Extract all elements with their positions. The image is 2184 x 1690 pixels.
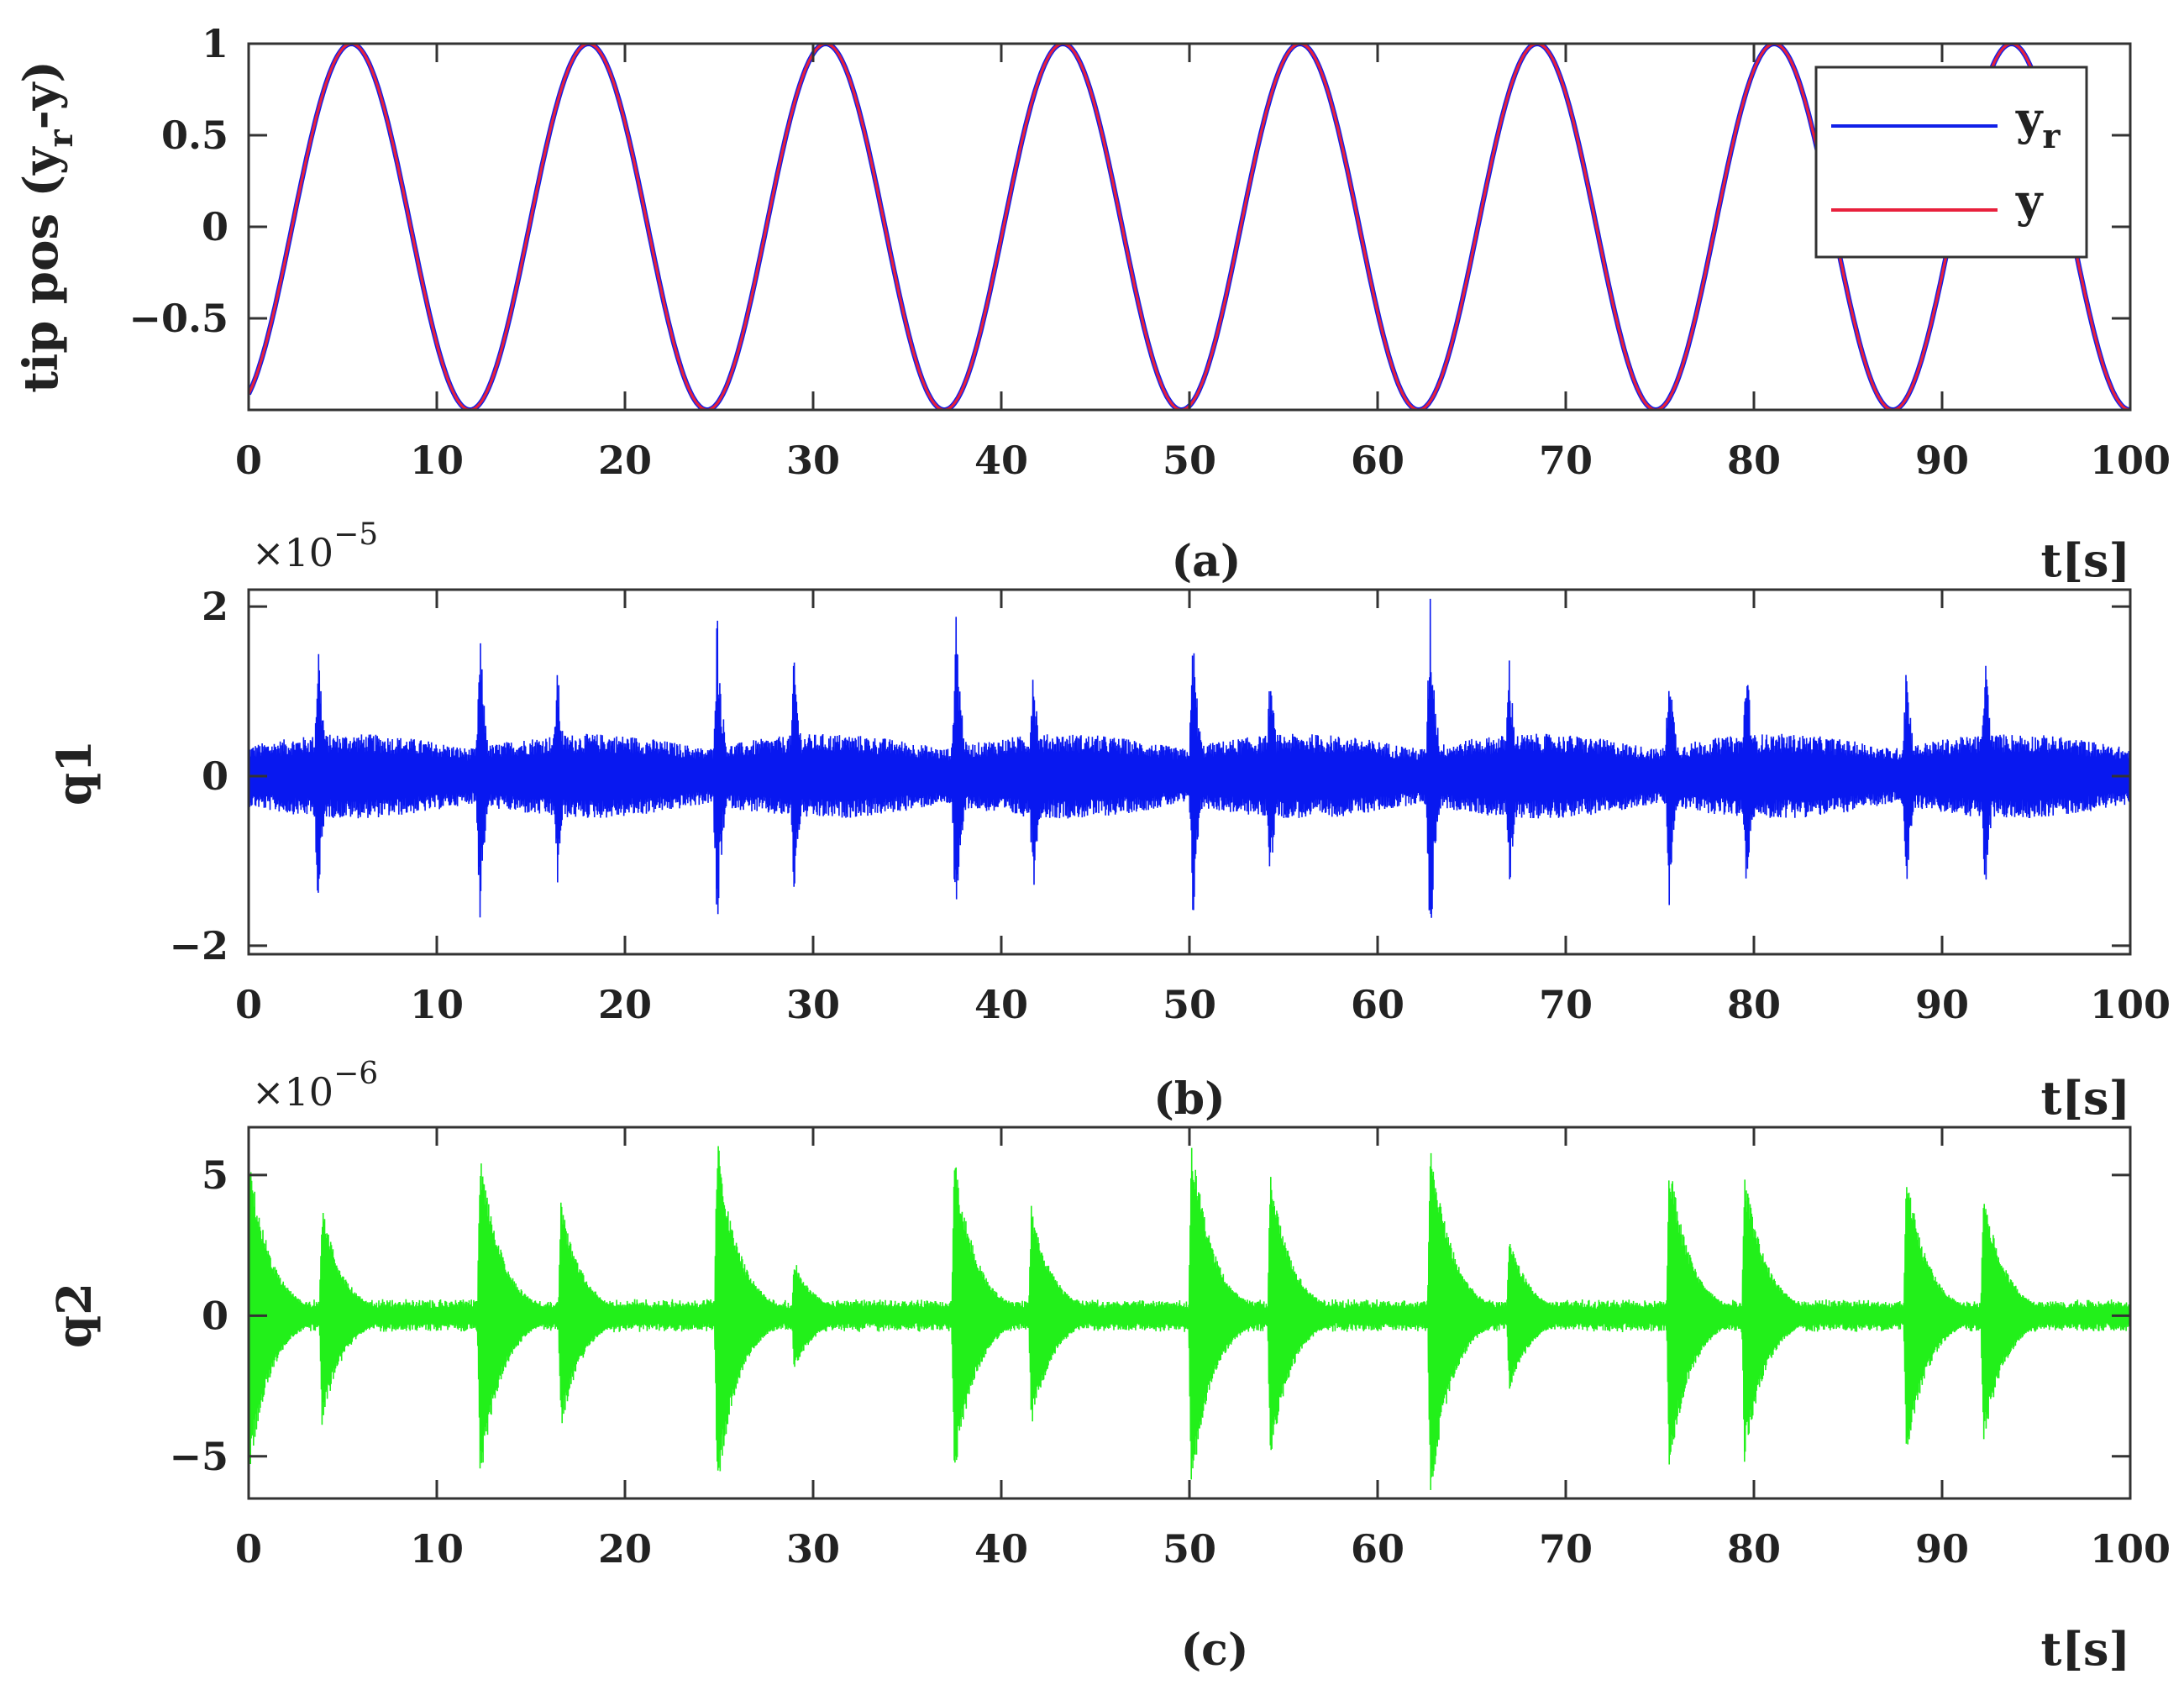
y-tick-label: 0.5 (161, 113, 228, 158)
x-tick-label: 60 (1351, 1526, 1404, 1572)
panel-a-ylabel-main: tip pos (y (13, 146, 69, 393)
panel-a-ylabel-tail: -y) (13, 60, 69, 129)
x-tick-label: 20 (598, 982, 652, 1027)
panel-b-plot-marks (249, 598, 2130, 918)
x-tick-label: 40 (974, 1526, 1028, 1572)
x-tick-label: 0 (235, 438, 262, 483)
x-tick-label: 90 (1915, 1526, 1969, 1572)
x-tick-label: 100 (2090, 982, 2171, 1027)
x-tick-label: 40 (974, 982, 1028, 1027)
panel-b-multiplier-exp: −5 (333, 517, 378, 552)
x-tick-label: 20 (598, 1526, 652, 1572)
panel-a-ticks: 0 10 20 30 40 50 60 70 80 90 100 1 0.5 0 −0.5 (129, 21, 2171, 483)
x-tick-label: 50 (1163, 438, 1216, 483)
y-tick-label: −2 (169, 923, 228, 968)
x-tick-label: 50 (1163, 982, 1216, 1027)
y-tick-label: −5 (169, 1434, 228, 1479)
panel-c-multiplier-base: ×10 (252, 1069, 333, 1115)
x-tick-label: 90 (1915, 982, 1969, 1027)
panel-b-ylabel: q1 (47, 740, 102, 806)
panel-a-ylabel-sub: r (41, 129, 81, 148)
panel-c-plot-marks (249, 1146, 2130, 1491)
x-tick-label: 70 (1539, 438, 1593, 483)
x-tick-label: 70 (1539, 1526, 1593, 1572)
x-tick-label: 80 (1727, 1526, 1781, 1572)
panel-b-x-axis-label: t[s] (2041, 1071, 2130, 1125)
x-tick-label: 30 (786, 438, 840, 483)
y-tick-label: 0 (202, 204, 228, 249)
panel-b-multiplier: ×10−5 (252, 517, 378, 575)
panel-c-multiplier-exp: −6 (333, 1057, 378, 1091)
x-tick-label: 20 (598, 438, 652, 483)
x-tick-label: 0 (235, 1526, 262, 1572)
y-tick-label: 5 (202, 1152, 228, 1198)
x-tick-label: 60 (1351, 982, 1404, 1027)
x-tick-label: 60 (1351, 438, 1404, 483)
panel-c-caption: (c) (1181, 1624, 1249, 1676)
panel-b-multiplier-base: ×10 (252, 530, 333, 575)
legend-reference-label: yr (2015, 92, 2061, 156)
x-tick-label: 10 (410, 438, 464, 483)
x-tick-label: 80 (1727, 438, 1781, 483)
panel-c-multiplier: ×10−6 (252, 1057, 378, 1115)
legend-reference-subscript: r (2042, 117, 2061, 156)
panel-c-ylabel: q2 (47, 1283, 102, 1348)
x-tick-label: 40 (974, 438, 1028, 483)
x-tick-label: 100 (2090, 1526, 2171, 1572)
x-tick-label: 50 (1163, 1526, 1216, 1572)
series-line-q2 (249, 1146, 2130, 1491)
y-tick-label: 0 (202, 1293, 228, 1338)
y-tick-label: 0 (202, 753, 228, 799)
panel-b-caption: (b) (1153, 1073, 1226, 1125)
panel-a-caption: (a) (1172, 536, 1242, 587)
panel-a-tip-position: 0 10 20 30 40 50 60 70 80 90 100 1 0.5 0 −0.5 tip pos … (13, 21, 2171, 587)
panel-c-x-axis-label: t[s] (2041, 1622, 2130, 1676)
series-line-q1 (249, 598, 2130, 918)
x-tick-label: 30 (786, 982, 840, 1027)
x-tick-label: 90 (1915, 438, 1969, 483)
y-tick-label: −0.5 (129, 296, 228, 341)
panel-a-ylabel: tip pos (yr-y) (13, 60, 81, 393)
x-tick-label: 0 (235, 982, 262, 1027)
x-tick-label: 10 (410, 982, 464, 1027)
legend-box (1814, 66, 2088, 259)
x-tick-label: 10 (410, 1526, 464, 1572)
x-tick-label: 30 (786, 1526, 840, 1572)
x-tick-label: 80 (1727, 982, 1781, 1027)
panel-a-legend: yr y (1814, 66, 2088, 259)
panel-a-x-axis-label: t[s] (2041, 533, 2130, 587)
y-tick-label: 1 (202, 21, 228, 66)
legend-output-label: y (2015, 174, 2044, 228)
y-tick-label: 2 (202, 584, 228, 629)
legend-reference-name: y (2015, 92, 2044, 145)
x-tick-label: 70 (1539, 982, 1593, 1027)
x-tick-label: 100 (2090, 438, 2171, 483)
